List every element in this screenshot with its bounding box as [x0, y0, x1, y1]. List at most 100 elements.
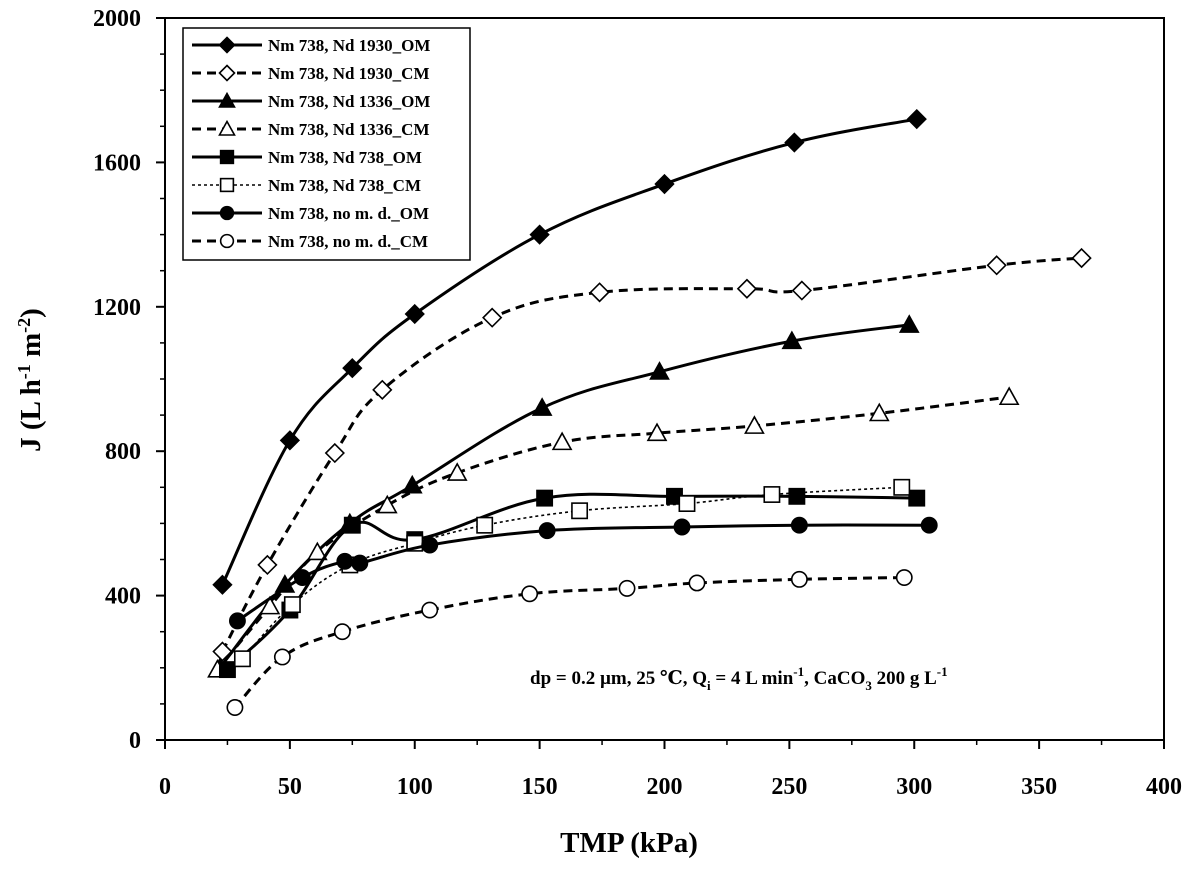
y-axis-title-mid: m [15, 333, 47, 364]
data-point [324, 442, 345, 464]
data-point [404, 303, 425, 325]
data-point [589, 282, 610, 303]
data-point [920, 516, 938, 534]
data-point [529, 224, 550, 245]
data-point [446, 462, 468, 481]
data-point [283, 596, 301, 614]
data-point [908, 489, 926, 507]
y-tick-label: 0 [129, 728, 141, 754]
data-point [788, 487, 806, 505]
data-point [259, 595, 281, 615]
legend-label: Nm 738, Nd 1930_CM [268, 64, 430, 83]
data-point [343, 516, 361, 534]
data-point [218, 661, 236, 679]
legend-label: Nm 738, Nd 1336_OM [268, 92, 430, 111]
annot-sub-3: 3 [865, 678, 872, 693]
data-point [893, 478, 911, 496]
annot-part-a: dp = 0.2 µm, 25 ℃, Q [530, 668, 707, 689]
y-tick-label: 400 [105, 584, 141, 610]
legend-entry: Nm 738, no m. d._CM [192, 232, 428, 251]
y-tick-label: 1600 [93, 150, 141, 176]
y-tick-label: 2000 [93, 6, 141, 32]
series-line [241, 486, 902, 660]
x-tick-label: 0 [159, 774, 171, 800]
data-point [688, 574, 706, 592]
data-point [906, 108, 927, 130]
data-point [781, 330, 803, 350]
data-point [351, 554, 369, 572]
series-layer [207, 108, 1092, 716]
x-tick-label: 50 [278, 774, 302, 800]
legend-label: Nm 738, Nd 738_CM [268, 176, 421, 195]
x-tick-label: 150 [522, 774, 558, 800]
data-point [571, 502, 589, 520]
x-tick-label: 350 [1021, 774, 1057, 800]
data-point [654, 173, 675, 195]
data-point [482, 307, 503, 328]
data-point [895, 569, 913, 586]
data-point [342, 358, 363, 379]
legend-entry: Nm 738, Nd 738_CM [192, 176, 421, 195]
data-point [476, 516, 494, 534]
legend-box [182, 27, 471, 261]
legend-entry: Nm 738, Nd 738_OM [192, 148, 422, 167]
series-7 [226, 569, 913, 716]
y-axis-title-main: J (L h [15, 379, 47, 452]
y-tick-label: 800 [105, 439, 141, 465]
legend-label: Nm 738, Nd 1336_CM [268, 120, 430, 139]
data-point [226, 699, 244, 716]
annot-part-c: = 4 L min [711, 668, 794, 689]
legend: Nm 738, Nd 1930_OM Nm 738, Nd 1930_CM Nm 7… [182, 27, 471, 261]
data-point [279, 430, 301, 451]
data-point [273, 648, 291, 666]
series-0 [212, 108, 927, 595]
y-axis-title: J (L h-1 m-2) [14, 308, 47, 452]
data-point [421, 601, 439, 619]
data-point [868, 402, 890, 422]
data-point [736, 278, 758, 299]
data-point [376, 494, 398, 514]
data-point [521, 585, 539, 603]
data-point [678, 495, 696, 512]
y-axis-title-sup1: -1 [14, 364, 34, 379]
conditions-annotation: dp = 0.2 µm, 25 ℃, Qi = 4 L min-1, CaCO3… [530, 664, 948, 693]
data-point [536, 489, 554, 507]
series-line [226, 492, 917, 671]
data-point [212, 574, 233, 595]
legend-entry: Nm 738, no m. d._OM [192, 204, 429, 223]
x-tick-label: 300 [896, 774, 932, 800]
legend-label: Nm 738, Nd 1930_OM [268, 36, 430, 55]
data-point [646, 422, 668, 442]
legend-marker [218, 119, 236, 136]
data-point [649, 361, 670, 380]
annot-sub-i: i [707, 678, 711, 693]
data-point [306, 541, 328, 561]
series-1 [212, 247, 1092, 662]
data-point [898, 314, 920, 333]
x-tick-label: 400 [1146, 774, 1182, 800]
x-tick-label: 200 [647, 774, 683, 800]
legend-entry: Nm 738, Nd 1336_CM [192, 119, 430, 139]
legend-marker [219, 233, 235, 249]
data-point [228, 612, 246, 630]
data-point [790, 516, 808, 534]
legend-marker [219, 177, 235, 193]
data-point [618, 579, 636, 597]
data-point [744, 415, 765, 434]
legend-label: Nm 738, no m. d._OM [268, 204, 429, 223]
y-axis-title-end: ) [15, 308, 47, 318]
data-point [531, 397, 553, 416]
data-point [233, 650, 251, 668]
data-point [372, 379, 393, 400]
legend-label: Nm 738, no m. d._CM [268, 232, 428, 251]
data-point [790, 570, 808, 588]
legend-marker [218, 36, 236, 54]
series-line [233, 576, 905, 709]
annot-part-e: , CaCO [804, 668, 865, 689]
data-point [1071, 247, 1092, 269]
data-point [791, 280, 812, 301]
data-point [986, 255, 1007, 276]
series-line [221, 256, 1082, 653]
series-5 [233, 478, 911, 668]
